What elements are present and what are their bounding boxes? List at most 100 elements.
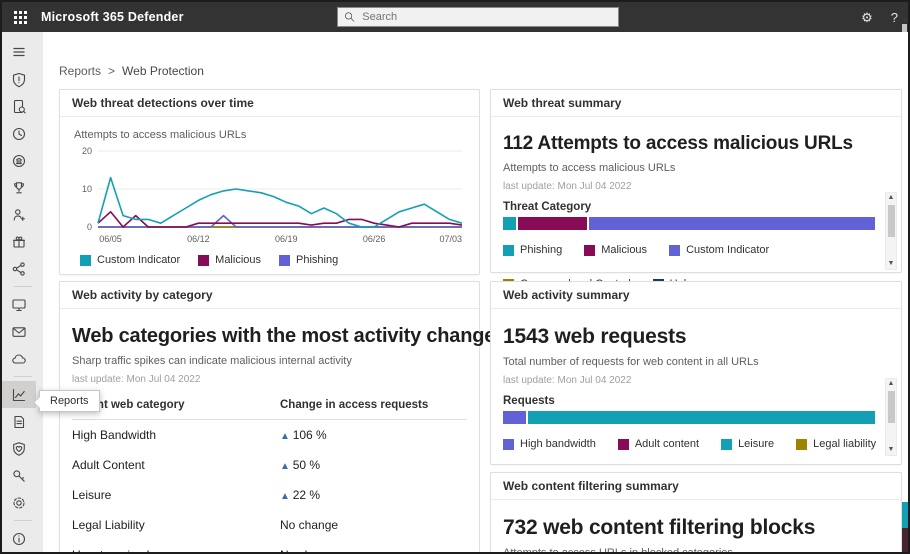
legend-item-custom-indicator: Custom Indicator [80, 254, 180, 266]
sidebar-scroll-up-icon[interactable]: ▲ [902, 17, 908, 23]
cropped-bar-sliver-dark [902, 528, 908, 552]
sidebar-item-device-inventory[interactable] [2, 291, 36, 318]
monitor-icon [12, 298, 26, 311]
activity-category-headline: Web categories with the most activity ch… [72, 325, 496, 347]
increase-triangle-icon: ▲ [280, 461, 293, 472]
card-header: Web content filtering summary [491, 473, 901, 500]
sidebar-item-permissions[interactable] [2, 462, 36, 489]
sidebar-item-health[interactable] [2, 435, 36, 462]
table-row-adult-content[interactable]: Adult Content ▲ 50 % [72, 450, 467, 480]
card-web-activity-summary: Web activity summary 1543 web requests T… [490, 281, 902, 525]
card-web-threat-summary: Web threat summary 112 Attempts to acces… [490, 89, 902, 331]
content-filter-subtitle: Attempts to access URLs in blocked categ… [503, 547, 889, 552]
sidebar-item-settings[interactable] [2, 489, 36, 516]
cell-category: High Bandwidth [72, 428, 157, 442]
top-bar: Microsoft 365 Defender ⚙ ? [2, 2, 908, 32]
sidebar-item-incidents[interactable] [2, 66, 36, 93]
legend-item-malicious: Malicious [584, 244, 647, 256]
cell-category: Leisure [72, 488, 112, 502]
sidebar-item-trials[interactable] [2, 228, 36, 255]
shield-heart-icon [13, 441, 25, 456]
legend-label: Malicious [601, 244, 648, 256]
card-web-threat-detections: Web threat detections over time Attempts… [59, 89, 480, 296]
legend-item-phishing: Phishing [279, 254, 338, 266]
requests-label: Requests [503, 395, 555, 407]
increase-triangle-icon: ▲ [280, 491, 293, 502]
legend-label: Leisure [738, 438, 775, 450]
sidebar-divider [13, 286, 32, 287]
tooltip-label: Reports [50, 395, 89, 407]
activity-table-header: Parent web category Change in access req… [72, 393, 467, 420]
global-search[interactable] [337, 7, 619, 27]
key-icon [13, 469, 25, 482]
cell-change: No change [280, 518, 339, 532]
svg-text:06/05: 06/05 [99, 234, 122, 244]
scroll-thumb[interactable] [888, 205, 895, 237]
table-row-high-bandwidth[interactable]: High Bandwidth ▲ 106 % [72, 420, 467, 450]
menu-hamburger-icon[interactable] [2, 38, 36, 66]
bar-segment-high-bandwidth [503, 411, 527, 424]
sidebar-item-threat-analytics[interactable] [2, 147, 36, 174]
sidebar-item-secure-score[interactable] [2, 174, 36, 201]
svg-text:07/03: 07/03 [439, 234, 462, 244]
scroll-up-icon[interactable]: ▲ [887, 380, 895, 387]
sidebar-item-hunting[interactable] [2, 93, 36, 120]
sidebar-item-reports[interactable] [2, 381, 36, 408]
card-header: Web threat detections over time [60, 90, 479, 117]
settings-gear-icon[interactable]: ⚙ [861, 9, 873, 25]
svg-text:0: 0 [87, 222, 92, 232]
main-content: Reports > Web Protection Web threat dete… [43, 32, 908, 552]
column-parent-web-category: Parent web category [72, 399, 185, 411]
scroll-down-icon[interactable]: ▼ [887, 446, 895, 453]
card-header: Web activity by category [60, 282, 479, 309]
shield-alert-icon [12, 72, 26, 87]
activity-summary-last-update: last update: Mon Jul 04 2022 [503, 375, 632, 386]
legend-swatch [503, 438, 514, 450]
table-row-uncategorized[interactable]: UncategorizedNo change [72, 540, 467, 552]
svg-text:20: 20 [82, 146, 92, 156]
document-search-icon [13, 99, 26, 114]
sidebar-divider [13, 376, 32, 377]
legend-swatch [503, 244, 514, 256]
activity-summary-headline: 1543 web requests [503, 325, 687, 348]
threat-summary-subtitle: Attempts to access malicious URLs [503, 162, 676, 174]
legend-swatch [279, 254, 291, 266]
card-scrollbar[interactable]: ▲ ▼ [885, 378, 897, 456]
breadcrumb-reports[interactable]: Reports [59, 64, 102, 78]
search-input[interactable] [360, 10, 612, 24]
scroll-thumb[interactable] [888, 391, 895, 423]
sidebar-item-partner-catalog[interactable] [2, 255, 36, 282]
activity-table-body: High Bandwidth ▲ 106 % Adult Content ▲ 50 %… [72, 420, 467, 552]
sidebar-item-more-resources[interactable] [2, 525, 36, 552]
legend-label: High bandwidth [520, 438, 596, 450]
audit-document-icon [14, 415, 25, 428]
app-launcher-waffle-icon[interactable] [14, 10, 27, 24]
legend-label: Phishing [520, 244, 563, 256]
card-scrollbar[interactable]: ▲ ▼ [885, 192, 897, 270]
threat-category-bar [503, 217, 875, 230]
table-row-leisure[interactable]: Leisure ▲ 22 % [72, 480, 467, 510]
card-web-content-filtering-summary: Web content filtering summary 732 web co… [490, 472, 902, 552]
bar-segment-phishing [503, 217, 517, 230]
sidebar-item-audit[interactable] [2, 408, 36, 435]
legend-swatch [669, 244, 681, 256]
sidebar-item-learning-hub[interactable] [2, 201, 36, 228]
help-icon[interactable]: ? [890, 9, 898, 25]
sidebar-item-email-collaboration[interactable] [2, 318, 36, 345]
sidebar-item-action-center[interactable] [2, 120, 36, 147]
legend-item-leisure: Leisure [721, 438, 774, 450]
activity-summary-subtitle: Total number of requests for web content… [503, 356, 759, 368]
legend-swatch [584, 244, 596, 256]
legend-label: Legal liability [813, 438, 877, 450]
table-row-legal-liability[interactable]: Legal Liability No change [72, 510, 467, 540]
threat-summary-headline: 112 Attempts to access malicious URLs [503, 133, 853, 154]
scroll-up-icon[interactable]: ▲ [887, 194, 895, 201]
legend-swatch [796, 438, 808, 450]
increase-triangle-icon: ▲ [280, 431, 293, 442]
legend-label: Malicious [215, 254, 262, 266]
search-icon [345, 12, 355, 22]
left-nav [2, 32, 43, 552]
scroll-down-icon[interactable]: ▼ [887, 260, 895, 267]
sidebar-item-cloud-apps[interactable] [2, 345, 36, 372]
